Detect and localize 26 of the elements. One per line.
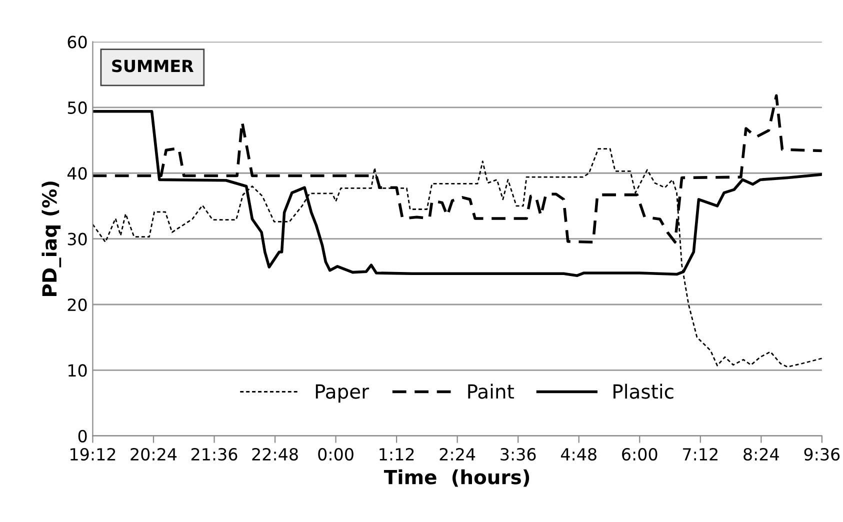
y-tick-label: 10 xyxy=(68,364,87,377)
x-tick-label: 2:24 xyxy=(440,448,476,460)
x-tick-label: 19:12 xyxy=(70,448,116,461)
y-tick-label: 20 xyxy=(68,298,87,312)
annotation: SUMMER xyxy=(112,60,194,72)
x-tick-label: 1:12 xyxy=(380,448,414,460)
x-tick-label: 3:36 xyxy=(500,448,536,461)
legend-label: Paper xyxy=(316,384,370,403)
y-tick-label: 30 xyxy=(68,232,87,246)
x-tick-label: 20:24 xyxy=(130,448,177,461)
legend-label: Plastic xyxy=(614,384,674,399)
y-tick-label: 0 xyxy=(78,430,87,442)
y-axis-title: PD_iaq (%) xyxy=(42,182,62,296)
x-tick-label: 0:00 xyxy=(318,448,354,461)
y-tick-label: 60 xyxy=(68,36,87,48)
x-axis-title: Time (hours) xyxy=(384,469,530,487)
y-tick-label: 50 xyxy=(68,101,87,114)
legend-label: Paint xyxy=(468,384,514,399)
y-tick-label: 40 xyxy=(67,167,87,180)
x-tick-label: 8:24 xyxy=(744,448,779,461)
x-tick-label: 6:00 xyxy=(622,448,658,461)
x-tick-label: 9:36 xyxy=(804,448,840,461)
x-tick-label: 7:12 xyxy=(683,448,718,460)
x-tick-label: 21:36 xyxy=(191,448,238,461)
x-tick-label: 4:48 xyxy=(560,448,596,461)
x-tick-label: 22:48 xyxy=(252,448,298,461)
